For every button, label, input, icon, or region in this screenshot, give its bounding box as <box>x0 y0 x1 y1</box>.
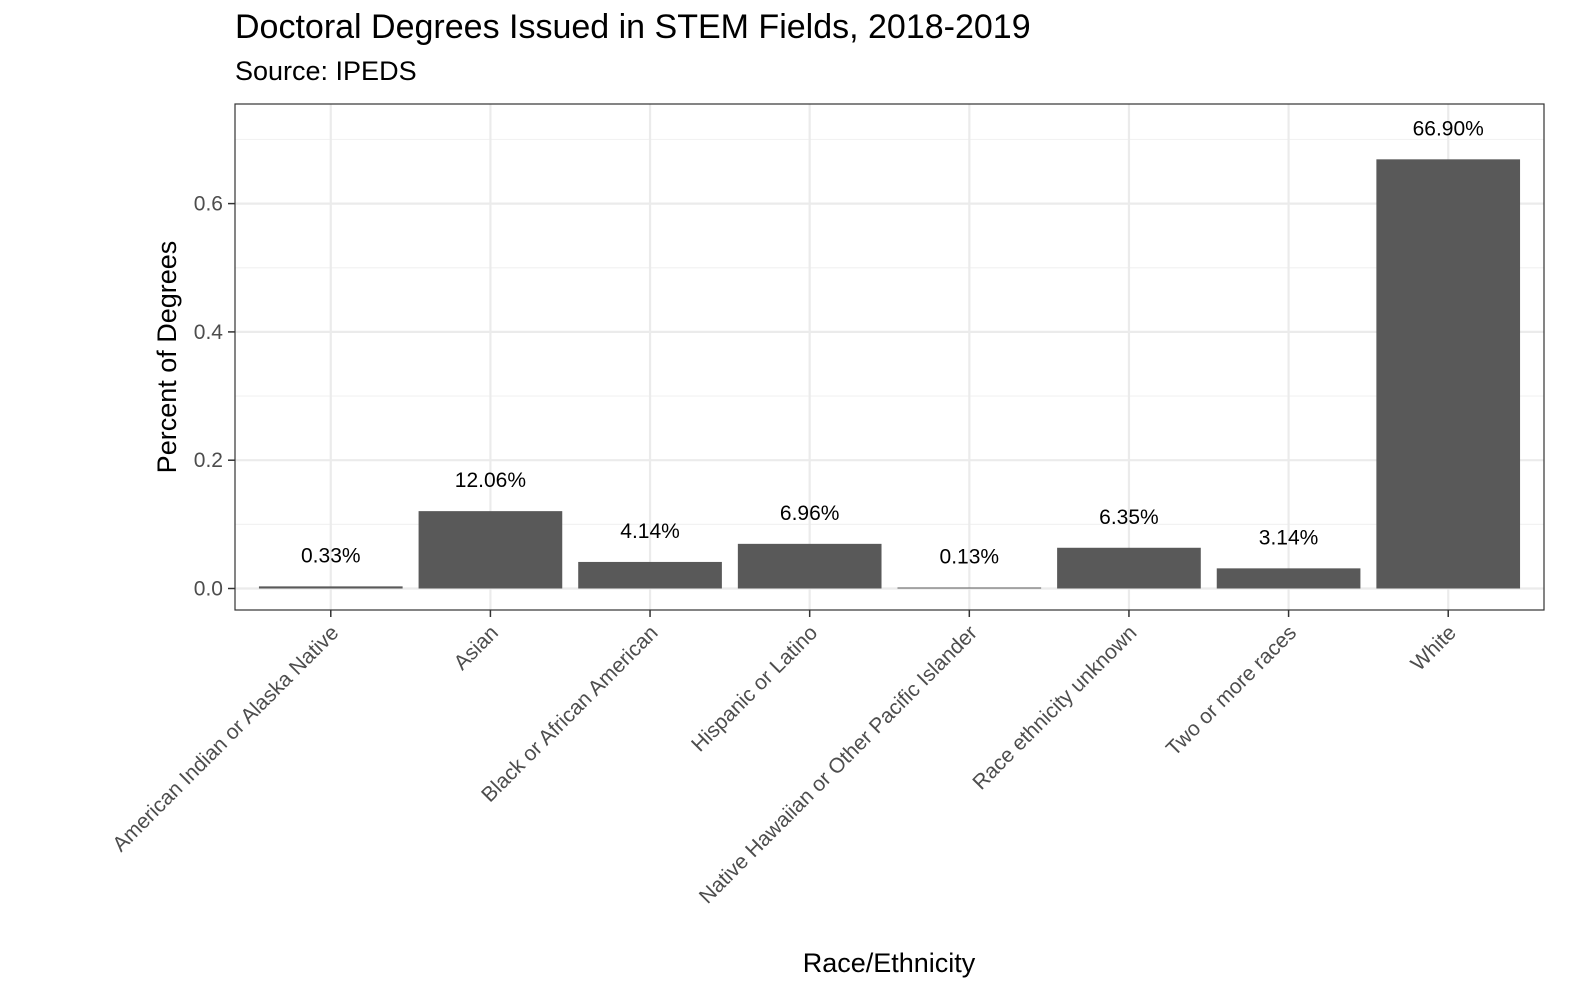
bar <box>578 561 722 589</box>
y-tick-label: 0.2 <box>194 449 223 472</box>
data-labels: 0.33% 12.06% 4.14% 6.96% 0.13% 6.35% 3.14% 66.9… <box>301 117 1484 568</box>
x-tick-label: American Indian or Alaska Native <box>108 621 343 856</box>
x-tick-label: Asian <box>450 621 503 674</box>
x-tick-label: Race ethnicity unknown <box>968 621 1141 794</box>
data-label: 66.90% <box>1413 117 1484 140</box>
data-label: 6.96% <box>780 502 840 525</box>
bar <box>897 587 1042 589</box>
chart-subtitle: Source: IPEDS <box>235 56 417 86</box>
bar <box>1376 159 1521 589</box>
data-label: 0.33% <box>301 544 361 567</box>
data-label: 4.14% <box>620 520 680 543</box>
x-tick-label: Hispanic or Latino <box>687 621 822 756</box>
y-tick-label: 0.0 <box>194 578 223 601</box>
bar <box>737 543 882 589</box>
y-axis: 0.0 0.2 0.4 0.6 <box>194 193 235 601</box>
bar <box>1216 568 1361 589</box>
chart-title: Doctoral Degrees Issued in STEM Fields, … <box>235 8 1031 46</box>
x-axis: American Indian or Alaska Native AsianBla… <box>108 610 1461 908</box>
data-label: 6.35% <box>1099 506 1159 529</box>
y-axis-title: Percent of Degrees <box>152 241 182 474</box>
bar <box>1057 547 1201 589</box>
plot-panel-border <box>234 103 1545 611</box>
y-tick-label: 0.6 <box>194 193 223 216</box>
data-label: 3.14% <box>1259 526 1319 549</box>
x-tick-label: Native Hawaiian or Other Pacific Islande… <box>695 621 982 908</box>
data-label: 12.06% <box>455 469 526 492</box>
x-tick-label: Two or more races <box>1162 621 1301 760</box>
y-tick-label: 0.4 <box>194 321 224 344</box>
x-tick-label: White <box>1407 621 1461 675</box>
x-axis-title: Race/Ethnicity <box>803 948 976 978</box>
bar <box>418 511 563 589</box>
bar <box>258 586 403 589</box>
x-tick-label: Black or African American <box>477 621 662 806</box>
data-label: 0.13% <box>940 546 1000 569</box>
bars <box>258 159 1521 589</box>
